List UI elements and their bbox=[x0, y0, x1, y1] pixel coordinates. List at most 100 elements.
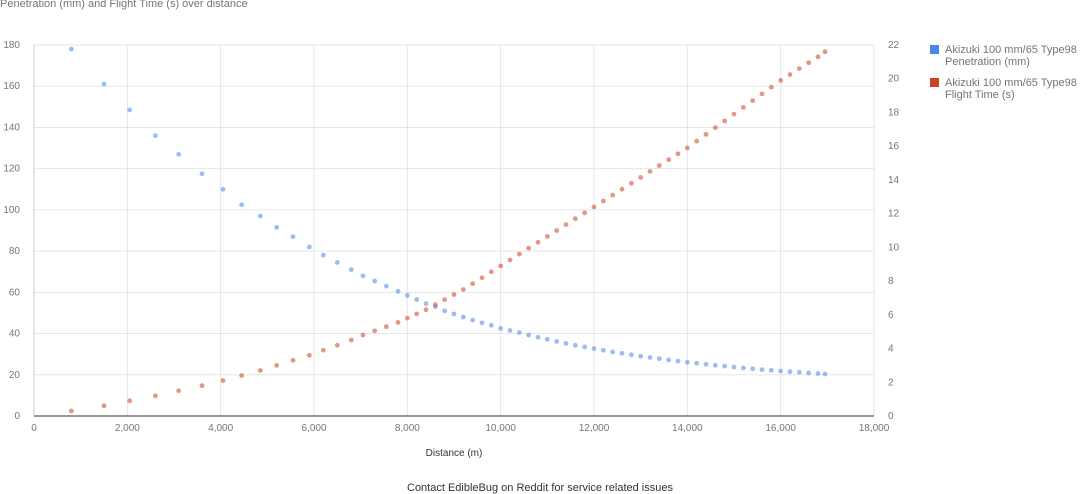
flight-time-point bbox=[750, 98, 756, 104]
penetration-point bbox=[414, 297, 420, 302]
flight-time-point bbox=[68, 408, 74, 414]
flight-time-point bbox=[127, 398, 133, 404]
flight-time-point bbox=[628, 180, 634, 186]
penetration-point bbox=[470, 317, 476, 323]
penetration-point bbox=[395, 288, 401, 294]
flight-time-point bbox=[656, 163, 662, 168]
flight-time-point bbox=[806, 60, 812, 66]
penetration-point bbox=[176, 151, 182, 157]
flight-time-point bbox=[712, 125, 718, 131]
flight-time-point bbox=[442, 297, 448, 303]
flight-time-point bbox=[274, 363, 280, 368]
penetration-point bbox=[750, 366, 756, 372]
y-right-tick-label: 8 bbox=[888, 276, 894, 287]
y-right-tick-label: 14 bbox=[888, 175, 900, 186]
penetration-point bbox=[796, 369, 802, 375]
flight-time-point bbox=[740, 104, 746, 110]
flight-time-point bbox=[822, 49, 828, 55]
y-left-tick-label: 80 bbox=[9, 246, 21, 257]
flight-time-point bbox=[498, 263, 504, 269]
penetration-point bbox=[334, 260, 340, 265]
penetration-point bbox=[684, 359, 690, 365]
scatter-chart: 0 2,000 4,000 6,000 8,000 10,000 12,000 14,000 1… bbox=[3, 40, 900, 459]
y-right-tick-label: 12 bbox=[888, 209, 900, 220]
penetration-point bbox=[554, 338, 560, 344]
flight-time-point bbox=[815, 54, 821, 60]
legend-item-penetration[interactable]: Akizuki 100 mm/65 Type98 Penetration (mm… bbox=[930, 44, 1080, 68]
flight-time-point bbox=[722, 118, 728, 124]
x-tick-label: 6,000 bbox=[301, 423, 326, 434]
y-left-tick-label: 100 bbox=[3, 205, 20, 216]
y-left-tick-label: 0 bbox=[14, 411, 20, 422]
y-left-tick-label: 160 bbox=[3, 81, 20, 92]
penetration-point bbox=[451, 311, 457, 317]
flight-time-point bbox=[460, 287, 466, 292]
penetration-point bbox=[694, 360, 700, 366]
penetration-point bbox=[768, 367, 774, 373]
penetration-point bbox=[656, 356, 662, 362]
flight-time-point bbox=[320, 347, 326, 353]
penetration-point bbox=[516, 330, 522, 335]
flight-time-point bbox=[694, 138, 700, 144]
flight-time-point bbox=[220, 378, 226, 383]
penetration-point bbox=[290, 234, 296, 240]
flight-time-point bbox=[684, 145, 690, 151]
penetration-point bbox=[759, 367, 765, 373]
flight-time-point bbox=[383, 324, 389, 330]
penetration-point bbox=[404, 293, 410, 298]
flight-time-point bbox=[152, 393, 158, 399]
penetration-point bbox=[220, 186, 226, 192]
penetration-point bbox=[591, 346, 597, 352]
flight-time-point bbox=[423, 307, 429, 313]
penetration-point bbox=[423, 301, 429, 307]
flight-time-point bbox=[451, 292, 457, 297]
flight-time-point bbox=[572, 216, 578, 222]
flight-time-point bbox=[404, 315, 410, 321]
flight-time-point bbox=[666, 157, 672, 163]
penetration-point bbox=[815, 371, 821, 376]
footer-contact-note: Contact EdibleBug on Reddit for service … bbox=[407, 482, 673, 494]
penetration-point bbox=[610, 349, 616, 355]
y-left-tick-label: 140 bbox=[3, 122, 20, 133]
flight-time-point bbox=[306, 352, 312, 358]
penetration-point bbox=[257, 213, 263, 219]
penetration-point bbox=[582, 344, 588, 350]
penetration-point bbox=[360, 273, 366, 279]
legend-label-penetration: Akizuki 100 mm/65 Type98 Penetration (mm… bbox=[945, 44, 1077, 68]
flight-time-point bbox=[778, 78, 784, 83]
flight-time-point bbox=[544, 234, 550, 239]
y-right-tick-label: 18 bbox=[888, 107, 900, 118]
y-left-tick-label: 180 bbox=[3, 40, 20, 51]
penetration-point bbox=[348, 267, 354, 273]
chart-title: Penetration (mm) and Flight Time (s) ove… bbox=[0, 0, 248, 10]
penetration-point bbox=[306, 244, 312, 250]
penetration-point bbox=[101, 81, 107, 87]
flight-time-point bbox=[414, 311, 420, 317]
penetration-point bbox=[722, 363, 728, 369]
penetration-point bbox=[619, 350, 625, 356]
flight-time-point bbox=[563, 222, 569, 227]
flight-time-point bbox=[703, 131, 709, 137]
penetration-point bbox=[507, 328, 513, 333]
y-right-tick-label: 10 bbox=[888, 242, 900, 253]
flight-time-point bbox=[290, 357, 296, 363]
penetration-point bbox=[372, 278, 378, 284]
y-right-tick-label: 22 bbox=[888, 40, 900, 51]
y-right-tick-label: 0 bbox=[888, 411, 894, 422]
legend-item-flight-time[interactable]: Akizuki 100 mm/65 Type98 Flight Time (s) bbox=[930, 77, 1080, 101]
flight-time-point bbox=[176, 388, 182, 394]
penetration-point bbox=[740, 365, 746, 371]
y-left-tick-label: 40 bbox=[9, 329, 21, 340]
legend-swatch-penetration bbox=[930, 45, 939, 54]
flight-time-point bbox=[535, 239, 541, 245]
penetration-point bbox=[526, 332, 532, 338]
penetration-point bbox=[731, 364, 737, 370]
flight-time-point bbox=[432, 302, 438, 308]
x-axis-title: Distance (m) bbox=[426, 448, 483, 459]
flight-time-point bbox=[395, 320, 401, 325]
penetration-point bbox=[544, 336, 550, 342]
penetration-point bbox=[638, 353, 644, 359]
flight-time-point bbox=[199, 383, 205, 389]
flight-time-point bbox=[470, 281, 476, 287]
penetration-point bbox=[442, 308, 448, 314]
